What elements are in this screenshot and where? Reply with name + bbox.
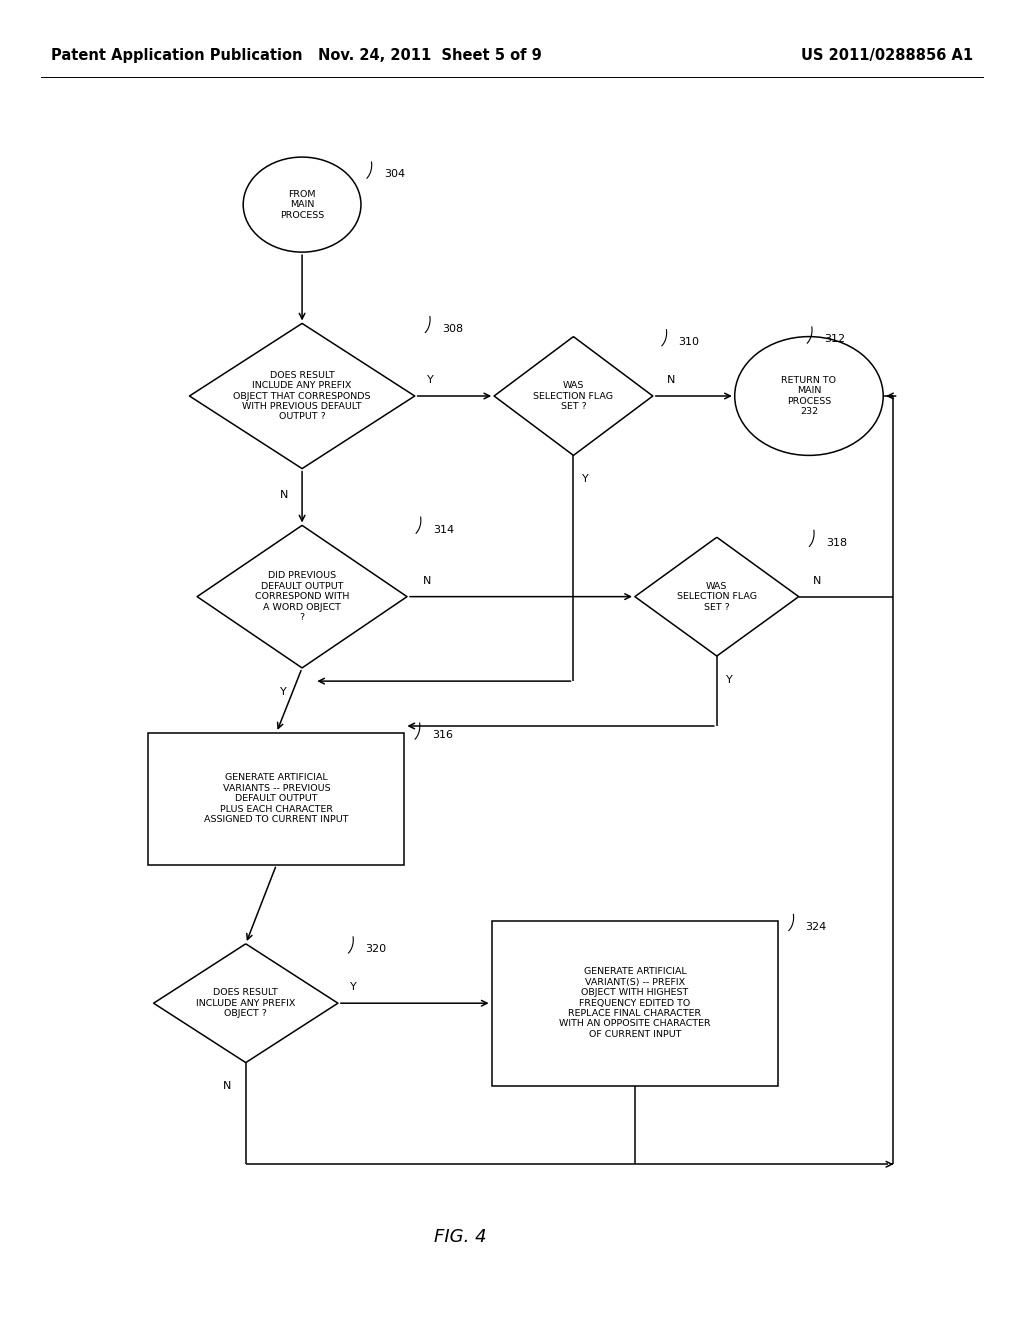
Text: GENERATE ARTIFICIAL
VARIANT(S) -- PREFIX
OBJECT WITH HIGHEST
FREQUENCY EDITED TO: GENERATE ARTIFICIAL VARIANT(S) -- PREFIX… bbox=[559, 968, 711, 1039]
Text: Y: Y bbox=[726, 675, 732, 685]
Text: RETURN TO
MAIN
PROCESS
232: RETURN TO MAIN PROCESS 232 bbox=[781, 376, 837, 416]
Text: N: N bbox=[223, 1081, 231, 1092]
Text: 318: 318 bbox=[826, 537, 847, 548]
Text: 312: 312 bbox=[824, 334, 845, 345]
Text: 324: 324 bbox=[806, 921, 826, 932]
Text: US 2011/0288856 A1: US 2011/0288856 A1 bbox=[801, 48, 973, 63]
Text: N: N bbox=[813, 576, 821, 586]
Text: 314: 314 bbox=[433, 524, 454, 535]
Text: DOES RESULT
INCLUDE ANY PREFIX
OBJECT THAT CORRESPONDS
WITH PREVIOUS DEFAULT
OUT: DOES RESULT INCLUDE ANY PREFIX OBJECT TH… bbox=[233, 371, 371, 421]
Text: GENERATE ARTIFICIAL
VARIANTS -- PREVIOUS
DEFAULT OUTPUT
PLUS EACH CHARACTER
ASSI: GENERATE ARTIFICIAL VARIANTS -- PREVIOUS… bbox=[204, 774, 349, 824]
Bar bbox=[492, 921, 778, 1085]
Text: FIG. 4: FIG. 4 bbox=[434, 1228, 487, 1246]
Ellipse shape bbox=[735, 337, 883, 455]
Text: Y: Y bbox=[350, 982, 356, 993]
Text: 310: 310 bbox=[679, 337, 699, 347]
Text: WAS
SELECTION FLAG
SET ?: WAS SELECTION FLAG SET ? bbox=[534, 381, 613, 411]
Text: N: N bbox=[423, 576, 432, 586]
Text: 320: 320 bbox=[366, 944, 386, 954]
Text: 304: 304 bbox=[384, 169, 404, 180]
Text: Patent Application Publication: Patent Application Publication bbox=[51, 48, 303, 63]
Text: Y: Y bbox=[583, 474, 589, 484]
Text: 308: 308 bbox=[442, 323, 463, 334]
Text: DOES RESULT
INCLUDE ANY PREFIX
OBJECT ?: DOES RESULT INCLUDE ANY PREFIX OBJECT ? bbox=[196, 989, 296, 1018]
Text: Nov. 24, 2011  Sheet 5 of 9: Nov. 24, 2011 Sheet 5 of 9 bbox=[318, 48, 542, 63]
Text: Y: Y bbox=[281, 686, 287, 697]
Text: Y: Y bbox=[427, 375, 433, 385]
Text: N: N bbox=[667, 375, 676, 385]
Text: DID PREVIOUS
DEFAULT OUTPUT
CORRESPOND WITH
A WORD OBJECT
?: DID PREVIOUS DEFAULT OUTPUT CORRESPOND W… bbox=[255, 572, 349, 622]
Bar bbox=[148, 733, 404, 865]
Ellipse shape bbox=[244, 157, 360, 252]
Text: N: N bbox=[280, 490, 288, 500]
Text: 316: 316 bbox=[432, 730, 453, 741]
Text: WAS
SELECTION FLAG
SET ?: WAS SELECTION FLAG SET ? bbox=[677, 582, 757, 611]
Text: FROM
MAIN
PROCESS: FROM MAIN PROCESS bbox=[280, 190, 325, 219]
